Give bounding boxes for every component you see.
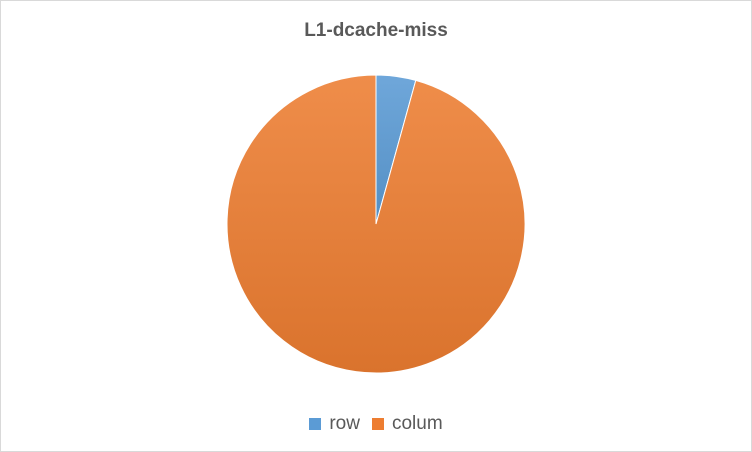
legend-label-row: row [329, 413, 360, 434]
legend-item-row: row [309, 413, 360, 435]
legend-label-colum: colum [391, 413, 443, 434]
legend-swatch-colum [371, 418, 384, 430]
legend-item-colum: colum [371, 413, 443, 435]
legend-swatch-row [309, 418, 322, 430]
legend: row colum [1, 413, 751, 435]
pie-slice-colum [226, 74, 526, 374]
chart-title: L1-dcache-miss [304, 20, 448, 41]
